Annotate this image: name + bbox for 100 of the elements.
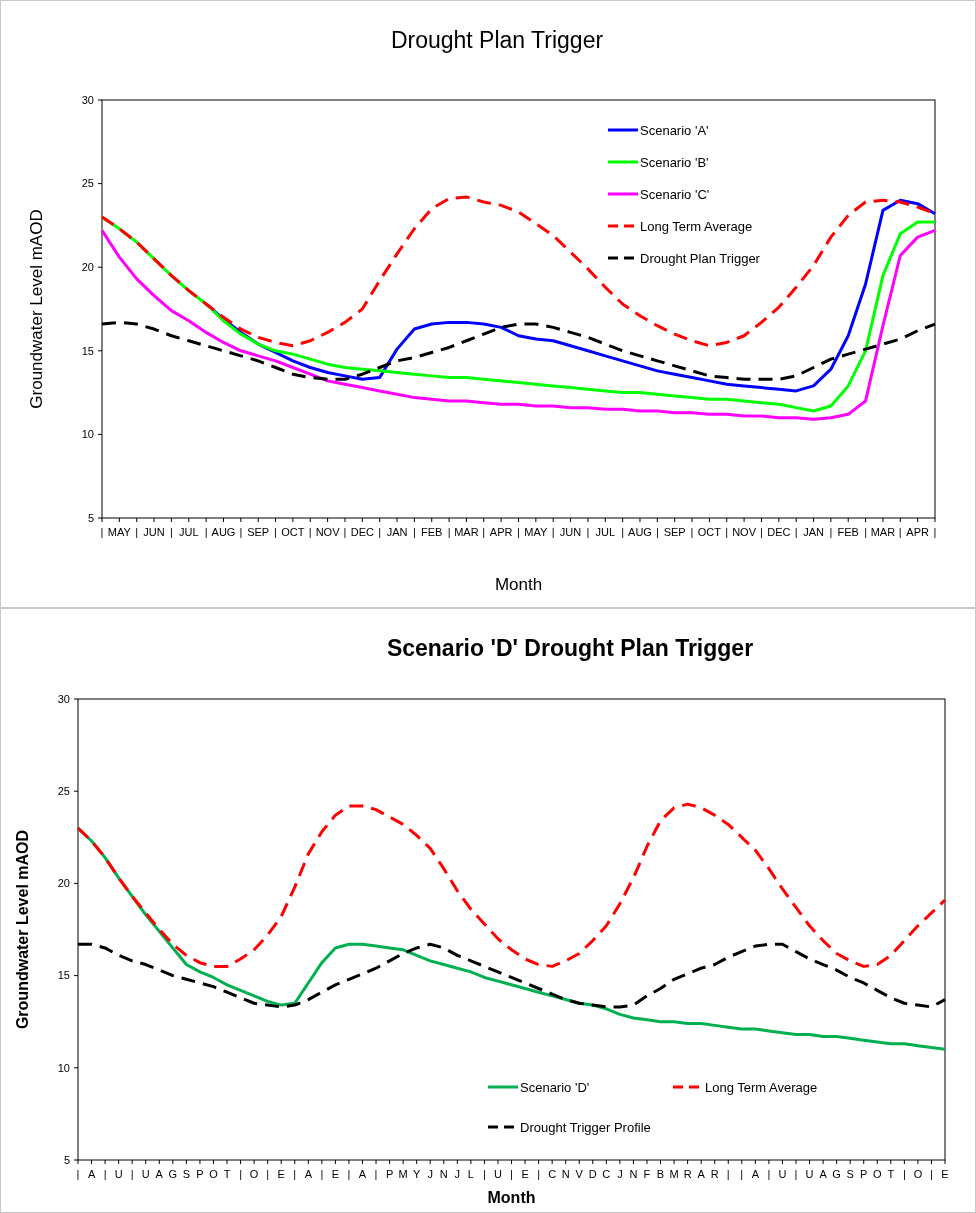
x-tick-label: S (846, 1168, 854, 1180)
x-tick-label: DEC (767, 526, 791, 538)
x-tick-label: | (930, 1168, 933, 1180)
x-tick-label: | (898, 526, 902, 538)
x-tick-label: | (482, 1168, 486, 1180)
x-tick-label: E (521, 1168, 529, 1180)
chart-title: Scenario 'D' Drought Plan Trigger (386, 635, 754, 661)
y-tick-label: 25 (81, 177, 94, 190)
x-tick-label: DEC (350, 526, 374, 538)
x-tick-label: | (760, 526, 763, 538)
x-tick-label: | (767, 1168, 771, 1180)
x-tick-label: V (575, 1168, 584, 1180)
x-tick-label: | (308, 526, 312, 538)
x-tick-label: O (872, 1168, 882, 1180)
x-tick-label: | (274, 526, 277, 538)
y-tick-label: 20 (81, 261, 94, 274)
x-axis-title: Month (487, 1189, 536, 1206)
x-tick-label: | (510, 1168, 513, 1180)
x-tick-label: | (169, 526, 173, 538)
x-tick-label: A (697, 1168, 706, 1180)
x-tick-label: Y (413, 1168, 421, 1180)
x-tick-label: | (204, 526, 208, 538)
x-tick-label: E (331, 1168, 340, 1180)
x-tick-label: N (439, 1168, 448, 1180)
x-tick-label: | (794, 526, 798, 538)
x-tick-label: C (548, 1168, 557, 1180)
x-tick-label: JUL (178, 526, 199, 538)
x-tick-label: A (304, 1168, 313, 1180)
x-tick-label: | (517, 526, 520, 538)
x-tick-label: B (656, 1168, 665, 1180)
x-tick-label: MAY (107, 526, 132, 538)
x-tick-label: AUG (211, 526, 236, 538)
x-tick-label: | (100, 526, 104, 538)
x-tick-label: | (130, 1168, 134, 1180)
x-tick-label: E (277, 1168, 285, 1180)
y-tick-label: 5 (63, 1153, 70, 1166)
x-tick-label: P (196, 1168, 204, 1180)
x-tick-label: SEP (247, 526, 270, 538)
x-tick-label: JUN (559, 526, 582, 538)
x-tick-label: R (683, 1168, 692, 1180)
y-tick-label: 10 (81, 428, 94, 441)
y-axis-title: Groundwater Level mAOD (27, 209, 46, 409)
x-axis-title: Month (494, 575, 543, 594)
x-tick-label: L (467, 1168, 474, 1180)
x-tick-label: P (860, 1168, 868, 1180)
x-tick-label: U (141, 1168, 150, 1180)
x-tick-label: APR (906, 526, 930, 538)
x-tick-label: O (913, 1168, 923, 1180)
y-tick-label: 20 (57, 877, 70, 890)
x-tick-label: G (832, 1168, 841, 1180)
x-tick-label: JAN (386, 526, 408, 538)
x-tick-label: N (561, 1168, 570, 1180)
x-tick-label: A (155, 1168, 164, 1180)
legend-label: Scenario 'C' (640, 186, 710, 202)
x-tick-label: | (347, 1168, 351, 1180)
x-tick-label: | (76, 1168, 80, 1180)
x-tick-label: M (669, 1168, 679, 1180)
x-tick-label: D (588, 1168, 597, 1180)
x-tick-label: | (135, 526, 139, 538)
x-tick-label: O (249, 1168, 259, 1180)
x-tick-label: S (182, 1168, 191, 1180)
x-tick-label: | (902, 1168, 906, 1180)
x-tick-label: NOV (315, 526, 341, 538)
x-tick-label: J (617, 1168, 623, 1180)
x-tick-label: MAY (524, 526, 549, 538)
x-tick-label: M (398, 1168, 408, 1180)
x-tick-label: FEB (421, 526, 443, 538)
x-tick-label: | (794, 1168, 798, 1180)
x-tick-label: NOV (732, 526, 757, 538)
x-tick-label: SEP (663, 526, 686, 538)
x-tick-label: | (412, 526, 416, 538)
y-tick-label: 30 (57, 692, 70, 705)
y-tick-label: 15 (81, 344, 94, 357)
x-tick-label: P (385, 1168, 394, 1180)
x-tick-label: APR (489, 526, 513, 538)
y-tick-label: 5 (87, 511, 94, 524)
x-tick-label: JUN (143, 526, 165, 538)
legend-label: Long Term Average (705, 1079, 818, 1095)
legend-label: Scenario 'D' (520, 1079, 590, 1095)
x-tick-label: U (114, 1168, 123, 1180)
x-tick-label: JAN (803, 526, 824, 538)
x-tick-label: E (941, 1168, 949, 1180)
x-tick-label: | (103, 1168, 107, 1180)
x-tick-label: OCT (281, 526, 305, 538)
x-tick-label: | (320, 1168, 324, 1180)
x-tick-label: | (586, 526, 590, 538)
y-tick-label: 25 (57, 785, 70, 798)
x-tick-label: A (819, 1168, 828, 1180)
x-tick-label: T (887, 1168, 895, 1180)
x-tick-label: R (710, 1168, 719, 1180)
x-tick-label: | (447, 526, 451, 538)
x-tick-label: | (726, 1168, 730, 1180)
x-tick-label: J (427, 1168, 433, 1180)
x-tick-label: O (209, 1168, 219, 1180)
x-tick-label: OCT (697, 526, 722, 538)
x-tick-label: | (621, 526, 625, 538)
x-tick-label: | (374, 1168, 378, 1180)
x-tick-label: C (602, 1168, 611, 1180)
x-tick-label: | (551, 526, 555, 538)
x-tick-label: | (482, 526, 486, 538)
